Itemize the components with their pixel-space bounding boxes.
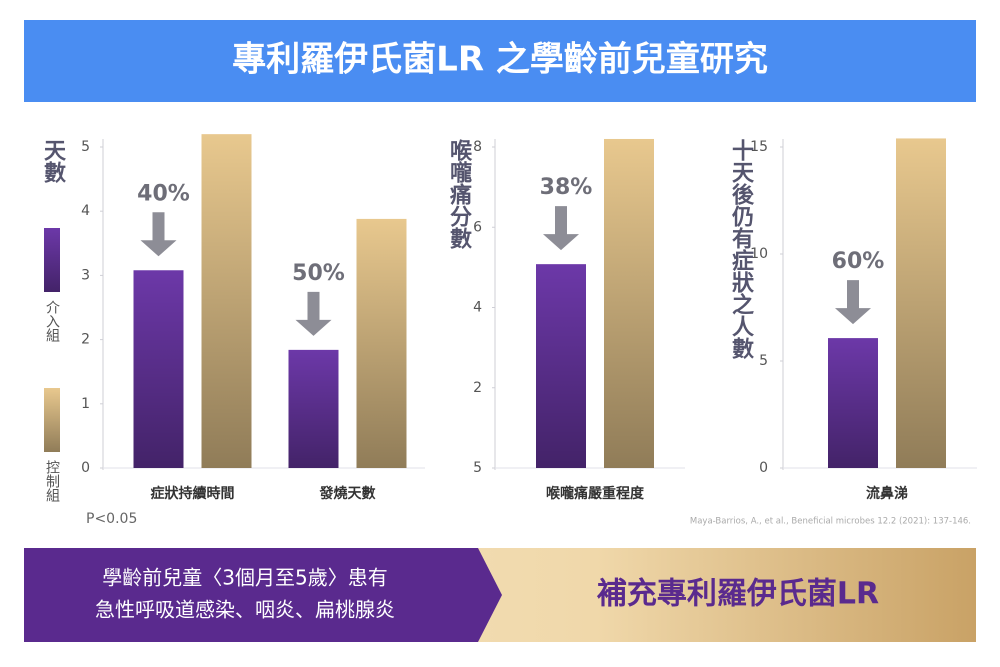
legend-label: 控制組	[44, 460, 60, 502]
y-tick-label: 2	[473, 380, 482, 396]
annotation: 50%	[292, 261, 345, 286]
source: Maya-Barrios, A., et al., Beneficial mic…	[690, 517, 971, 527]
y-tick-label: 6	[473, 219, 482, 235]
y-tick-label: 0	[81, 460, 90, 476]
y-tick-label: 5	[473, 460, 482, 476]
bar-shade	[356, 218, 407, 468]
arrow	[295, 291, 332, 336]
annotation: 60%	[832, 249, 885, 274]
x-tick-label: 喉嚨痛嚴重程度	[546, 485, 645, 502]
annotation: 38%	[540, 175, 593, 200]
y-tick-label: 10	[750, 246, 768, 262]
arrow	[140, 212, 177, 257]
bar-shade	[604, 138, 654, 468]
x-tick-label: 症狀持續時間	[151, 485, 235, 502]
legend-shade	[44, 228, 60, 292]
y-tick-label: 4	[81, 203, 90, 219]
y-tick-label: 0	[759, 460, 768, 476]
note: P<0.05	[86, 511, 137, 527]
x-tick-label: 發燒天數	[319, 485, 376, 502]
y-tick-label: 8	[473, 139, 482, 155]
y-axis-label: 十天後仍有症狀之人數	[728, 139, 754, 360]
bar-shade	[288, 349, 339, 468]
banner-left	[24, 548, 502, 642]
annotation: 40%	[137, 181, 190, 206]
title: 專利羅伊氏菌LR 之學齡前兒童研究	[232, 40, 768, 80]
y-tick-label: 4	[473, 300, 482, 316]
arrow	[543, 206, 579, 251]
y-axis-label: 天數	[40, 139, 66, 184]
y-axis-label: 喉嚨痛分數	[446, 138, 472, 250]
y-tick-label: 2	[81, 332, 90, 348]
legend-shade	[44, 388, 60, 452]
bar-shade	[536, 264, 586, 468]
bar-shade	[828, 338, 878, 468]
y-tick-label: 5	[81, 139, 90, 155]
banner-line: 急性呼吸道感染、咽炎、扁桃腺炎	[95, 598, 395, 622]
y-tick-label: 5	[759, 353, 768, 369]
bar-shade	[201, 134, 252, 468]
bar-shade	[133, 270, 184, 468]
y-tick-label: 1	[81, 396, 90, 412]
legend-label: 介入組	[44, 300, 60, 342]
y-tick-label: 3	[81, 267, 90, 283]
banner-slogan: 補充專利羅伊氏菌LR	[596, 577, 879, 612]
x-tick-label: 流鼻涕	[866, 485, 908, 502]
arrow	[835, 280, 871, 325]
bar-shade	[896, 138, 946, 468]
banner-line: 學齡前兒童〈3個月至5歲〉患有	[102, 566, 387, 590]
y-tick-label: 15	[750, 139, 768, 155]
title-banner	[24, 20, 976, 102]
